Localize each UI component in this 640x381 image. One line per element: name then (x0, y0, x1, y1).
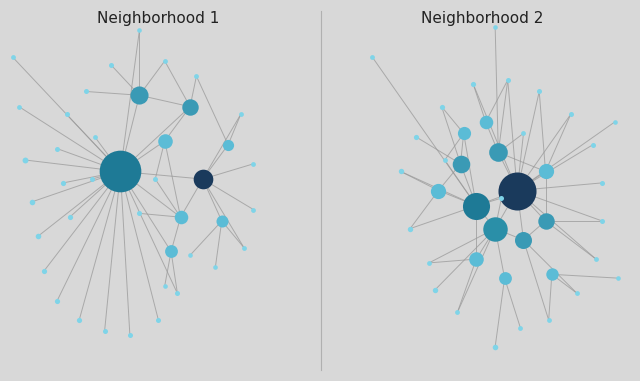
Point (106, 62, 116, 68)
Point (512, 187, 522, 194)
Text: Neighborhood 2: Neighborhood 2 (421, 11, 544, 26)
Point (452, 309, 463, 315)
Point (515, 325, 525, 331)
Point (185, 252, 195, 258)
Point (613, 275, 623, 281)
Point (440, 157, 450, 163)
Point (610, 119, 620, 125)
Point (154, 317, 164, 323)
Point (436, 104, 447, 110)
Point (547, 271, 557, 277)
Point (191, 73, 202, 79)
Point (597, 180, 607, 186)
Point (490, 344, 500, 350)
Point (367, 54, 378, 60)
Point (572, 290, 582, 296)
Point (223, 142, 233, 148)
Point (27, 199, 37, 205)
Point (566, 111, 576, 117)
Point (396, 168, 406, 174)
Point (468, 81, 478, 87)
Point (14, 104, 24, 110)
Point (248, 161, 259, 167)
Point (471, 203, 481, 209)
Point (216, 218, 227, 224)
Point (458, 130, 468, 136)
Point (150, 176, 161, 182)
Point (499, 275, 509, 281)
Point (52, 146, 62, 152)
Point (456, 161, 466, 167)
Point (543, 317, 554, 323)
Point (405, 226, 415, 232)
Point (39, 267, 49, 274)
Point (591, 256, 601, 262)
Point (211, 264, 221, 270)
Point (497, 195, 507, 201)
Point (87, 176, 97, 182)
Point (185, 104, 195, 110)
Point (239, 245, 249, 251)
Point (534, 88, 545, 94)
Point (248, 207, 259, 213)
Point (90, 134, 100, 140)
Point (159, 283, 170, 289)
Point (8, 54, 18, 60)
Point (172, 290, 182, 296)
Point (52, 298, 62, 304)
Point (166, 248, 176, 255)
Point (502, 77, 513, 83)
Point (540, 218, 550, 224)
Point (430, 287, 440, 293)
Point (540, 168, 550, 174)
Point (198, 176, 208, 182)
Point (433, 187, 444, 194)
Point (412, 134, 422, 140)
Point (159, 58, 170, 64)
Point (236, 111, 246, 117)
Point (481, 119, 491, 125)
Point (588, 142, 598, 148)
Point (115, 168, 125, 174)
Point (99, 328, 109, 335)
Point (490, 226, 500, 232)
Point (597, 218, 607, 224)
Point (134, 27, 145, 34)
Point (175, 214, 186, 220)
Point (74, 317, 84, 323)
Text: Neighborhood 1: Neighborhood 1 (97, 11, 220, 26)
Point (20, 157, 31, 163)
Point (518, 237, 529, 243)
Point (65, 214, 75, 220)
Point (134, 92, 145, 98)
Point (424, 260, 434, 266)
Point (125, 332, 135, 338)
Point (159, 138, 170, 144)
Point (490, 24, 500, 30)
Point (81, 88, 91, 94)
Point (471, 256, 481, 262)
Point (134, 210, 145, 216)
Point (518, 130, 529, 136)
Point (33, 233, 43, 239)
Point (493, 149, 504, 155)
Point (61, 111, 72, 117)
Point (58, 180, 68, 186)
